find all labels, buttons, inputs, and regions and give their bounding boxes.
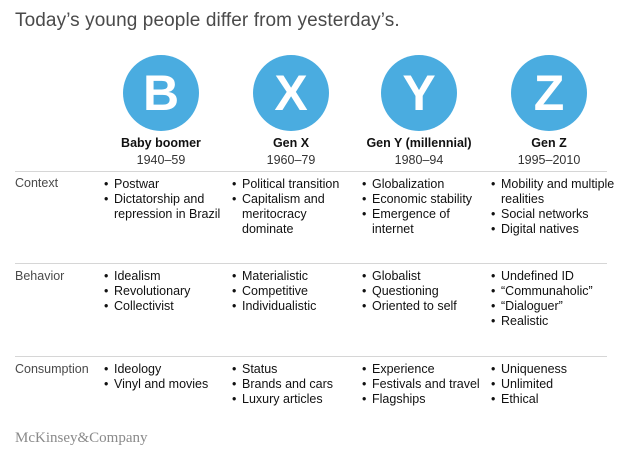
gen-name-x: Gen X — [272, 136, 310, 150]
list-item: Festivals and travel — [362, 377, 490, 392]
consumption-cell-baby-boomer: Ideology Vinyl and movies — [104, 362, 229, 392]
list-item: Questioning — [362, 284, 487, 299]
row-label-context: Context — [15, 176, 59, 190]
list-item: Undefined ID — [491, 269, 619, 284]
row-label-behavior: Behavior — [15, 269, 65, 283]
divider-header — [15, 171, 607, 172]
list-item: Dictatorship and repression in Brazil — [104, 192, 234, 222]
divider-context — [15, 263, 607, 264]
consumption-cell-gen-y: Experience Festivals and travel Flagship… — [362, 362, 490, 407]
behavior-cell-gen-x: Materialistic Competitive Individualisti… — [232, 269, 357, 314]
gen-years-y: 1980–94 — [394, 153, 444, 167]
list-item: Political transition — [232, 177, 354, 192]
context-cell-gen-x: Political transition Capitalism and meri… — [232, 177, 354, 237]
context-cell-gen-z: Mobility and multiple realities Social n… — [491, 177, 616, 237]
gen-name-y: Gen Y (millennial) — [366, 136, 472, 150]
gen-y-circle: Y — [381, 55, 457, 131]
list-item: Materialistic — [232, 269, 357, 284]
list-item: Brands and cars — [232, 377, 357, 392]
list-item: Postwar — [104, 177, 234, 192]
list-item: Idealism — [104, 269, 229, 284]
list-item: Competitive — [232, 284, 357, 299]
gen-name-baby-boomer: Baby boomer — [121, 136, 201, 150]
list-item: Individualistic — [232, 299, 357, 314]
list-item: Digital natives — [491, 222, 616, 237]
list-item: Social networks — [491, 207, 616, 222]
list-item: Realistic — [491, 314, 619, 329]
list-item: “Dialoguer” — [491, 299, 619, 314]
gen-x-circle: X — [253, 55, 329, 131]
gen-years-z: 1995–2010 — [517, 153, 581, 167]
gen-z-circle: Z — [511, 55, 587, 131]
list-item: Collectivist — [104, 299, 229, 314]
gen-years-baby-boomer: 1940–59 — [136, 153, 186, 167]
list-item: Emergence of internet — [362, 207, 484, 237]
consumption-cell-gen-x: Status Brands and cars Luxury articles — [232, 362, 357, 407]
list-item: Unlimited — [491, 377, 616, 392]
list-item: Economic stability — [362, 192, 484, 207]
list-item: Revolutionary — [104, 284, 229, 299]
list-item: Uniqueness — [491, 362, 616, 377]
list-item: Luxury articles — [232, 392, 357, 407]
gen-years-x: 1960–79 — [266, 153, 316, 167]
consumption-cell-gen-z: Uniqueness Unlimited Ethical — [491, 362, 616, 407]
list-item: Status — [232, 362, 357, 377]
list-item: Oriented to self — [362, 299, 487, 314]
page-title: Today’s young people differ from yesterd… — [15, 10, 400, 31]
context-cell-gen-y: Globalization Economic stability Emergen… — [362, 177, 484, 237]
behavior-cell-gen-z: Undefined ID “Communaholic” “Dialoguer” … — [491, 269, 619, 329]
list-item: Globalist — [362, 269, 487, 284]
gen-b-circle: B — [123, 55, 199, 131]
divider-behavior — [15, 356, 607, 357]
list-item: Experience — [362, 362, 490, 377]
behavior-cell-gen-y: Globalist Questioning Oriented to self — [362, 269, 487, 314]
list-item: Ethical — [491, 392, 616, 407]
list-item: Mobility and multiple realities — [491, 177, 616, 207]
list-item: Vinyl and movies — [104, 377, 229, 392]
list-item: “Communaholic” — [491, 284, 619, 299]
list-item: Capitalism and meritocracy dominate — [232, 192, 354, 237]
behavior-cell-baby-boomer: Idealism Revolutionary Collectivist — [104, 269, 229, 314]
list-item: Ideology — [104, 362, 229, 377]
list-item: Globalization — [362, 177, 484, 192]
context-cell-baby-boomer: Postwar Dictatorship and repression in B… — [104, 177, 234, 222]
list-item: Flagships — [362, 392, 490, 407]
brand-logo-text: McKinsey&Company — [15, 430, 148, 446]
row-label-consumption: Consumption — [15, 362, 89, 376]
gen-name-z: Gen Z — [531, 136, 567, 150]
